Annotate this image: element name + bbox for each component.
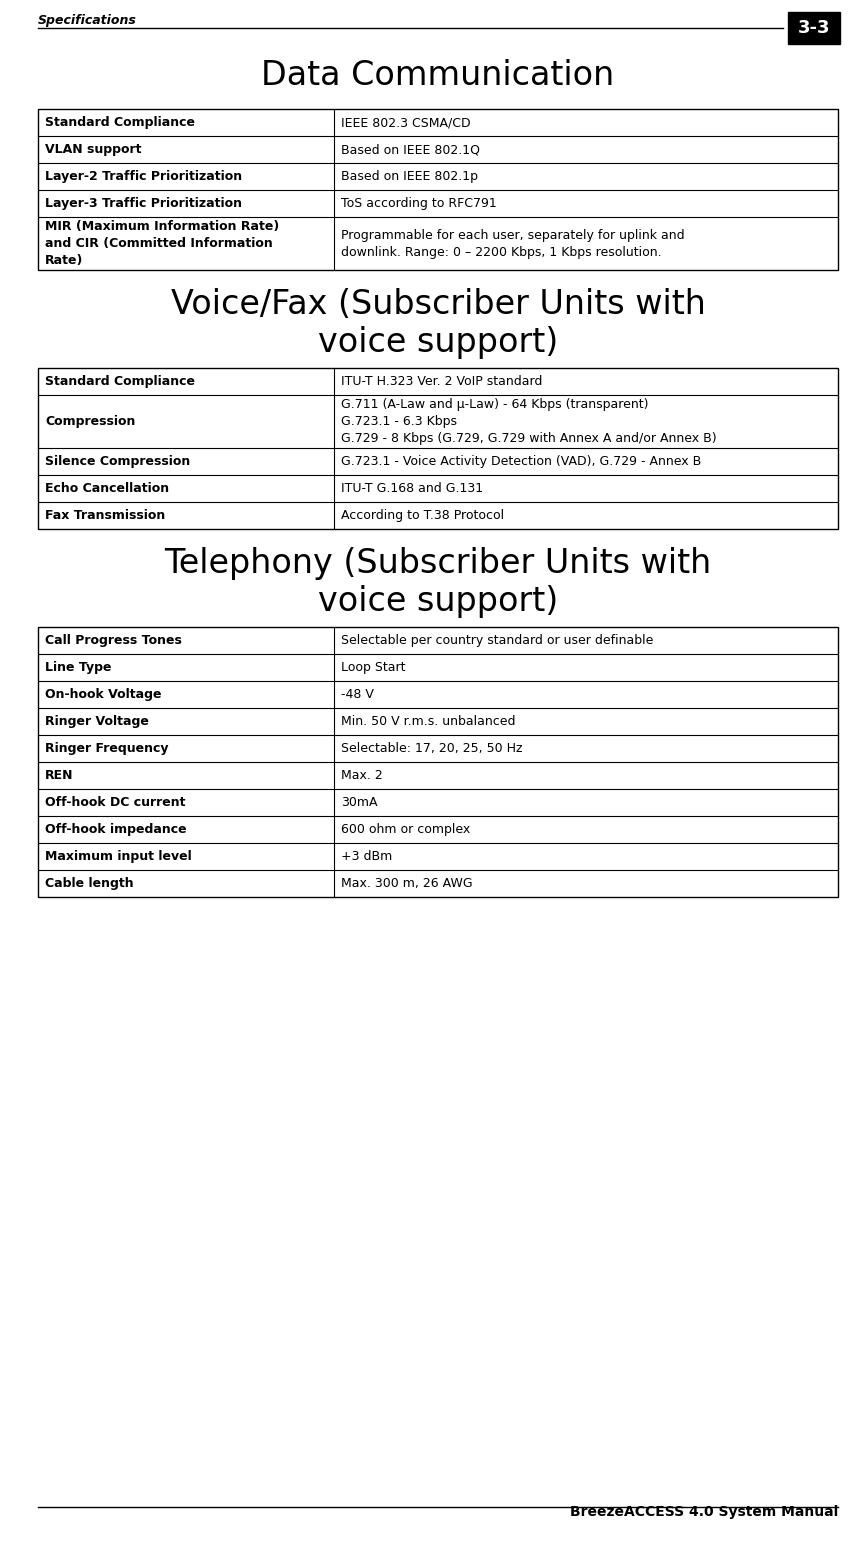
Bar [38, 108, 838, 270]
Text: Loop Start: Loop Start [341, 661, 406, 674]
Text: Maximum input level: Maximum input level [45, 850, 192, 863]
Text: Echo Cancellation: Echo Cancellation [45, 482, 170, 496]
Text: Selectable: 17, 20, 25, 50 Hz: Selectable: 17, 20, 25, 50 Hz [341, 742, 522, 754]
Text: Specifications: Specifications [38, 14, 137, 26]
Text: Voice/Fax (Subscriber Units with
voice support): Voice/Fax (Subscriber Units with voice s… [170, 288, 706, 359]
Text: REN: REN [45, 768, 74, 782]
Text: Ringer Frequency: Ringer Frequency [45, 742, 169, 754]
Text: Ringer Voltage: Ringer Voltage [45, 716, 149, 728]
Text: G.711 (A-Law and μ-Law) - 64 Kbps (transparent)
G.723.1 - 6.3 Kbps
G.729 - 8 Kbp: G.711 (A-Law and μ-Law) - 64 Kbps (trans… [341, 398, 716, 445]
Text: According to T.38 Protocol: According to T.38 Protocol [341, 510, 504, 522]
Text: Fax Transmission: Fax Transmission [45, 510, 165, 522]
Text: Layer-3 Traffic Prioritization: Layer-3 Traffic Prioritization [45, 197, 242, 211]
Text: Compression: Compression [45, 415, 136, 428]
Text: -48 V: -48 V [341, 688, 374, 702]
Text: +3 dBm: +3 dBm [341, 850, 392, 863]
Text: Off-hook impedance: Off-hook impedance [45, 823, 187, 836]
Bar [38, 627, 838, 897]
Text: Cable length: Cable length [45, 877, 133, 891]
Text: MIR (Maximum Information Rate)
and CIR (Committed Information
Rate): MIR (Maximum Information Rate) and CIR (… [45, 220, 279, 266]
Text: IEEE 802.3 CSMA/CD: IEEE 802.3 CSMA/CD [341, 116, 471, 129]
Text: Max. 300 m, 26 AWG: Max. 300 m, 26 AWG [341, 877, 472, 891]
Text: Max. 2: Max. 2 [341, 768, 382, 782]
Text: Call Progress Tones: Call Progress Tones [45, 634, 182, 647]
Text: Standard Compliance: Standard Compliance [45, 116, 195, 129]
Text: VLAN support: VLAN support [45, 143, 142, 156]
Text: 3-3: 3-3 [798, 19, 830, 37]
Text: 30mA: 30mA [341, 796, 377, 809]
Text: Programmable for each user, separately for uplink and
downlink. Range: 0 – 2200 : Programmable for each user, separately f… [341, 229, 684, 259]
Text: Line Type: Line Type [45, 661, 112, 674]
Text: Based on IEEE 802.1Q: Based on IEEE 802.1Q [341, 143, 480, 156]
Text: G.723.1 - Voice Activity Detection (VAD), G.729 - Annex B: G.723.1 - Voice Activity Detection (VAD)… [341, 455, 702, 468]
Text: ToS according to RFC791: ToS according to RFC791 [341, 197, 497, 211]
Text: Based on IEEE 802.1p: Based on IEEE 802.1p [341, 170, 478, 183]
Bar [788, 12, 840, 43]
Text: Silence Compression: Silence Compression [45, 455, 190, 468]
Text: Data Communication: Data Communication [261, 59, 615, 91]
Text: Min. 50 V r.m.s. unbalanced: Min. 50 V r.m.s. unbalanced [341, 716, 516, 728]
Text: Telephony (Subscriber Units with
voice support): Telephony (Subscriber Units with voice s… [164, 547, 712, 618]
Bar [38, 369, 838, 530]
Text: Standard Compliance: Standard Compliance [45, 375, 195, 387]
Text: 600 ohm or complex: 600 ohm or complex [341, 823, 471, 836]
Text: BreezeACCESS 4.0 System Manual: BreezeACCESS 4.0 System Manual [570, 1506, 838, 1520]
Text: ITU-T G.168 and G.131: ITU-T G.168 and G.131 [341, 482, 484, 496]
Text: On-hook Voltage: On-hook Voltage [45, 688, 162, 702]
Text: Selectable per country standard or user definable: Selectable per country standard or user … [341, 634, 653, 647]
Text: Off-hook DC current: Off-hook DC current [45, 796, 185, 809]
Text: Layer-2 Traffic Prioritization: Layer-2 Traffic Prioritization [45, 170, 242, 183]
Text: ITU-T H.323 Ver. 2 VoIP standard: ITU-T H.323 Ver. 2 VoIP standard [341, 375, 542, 387]
